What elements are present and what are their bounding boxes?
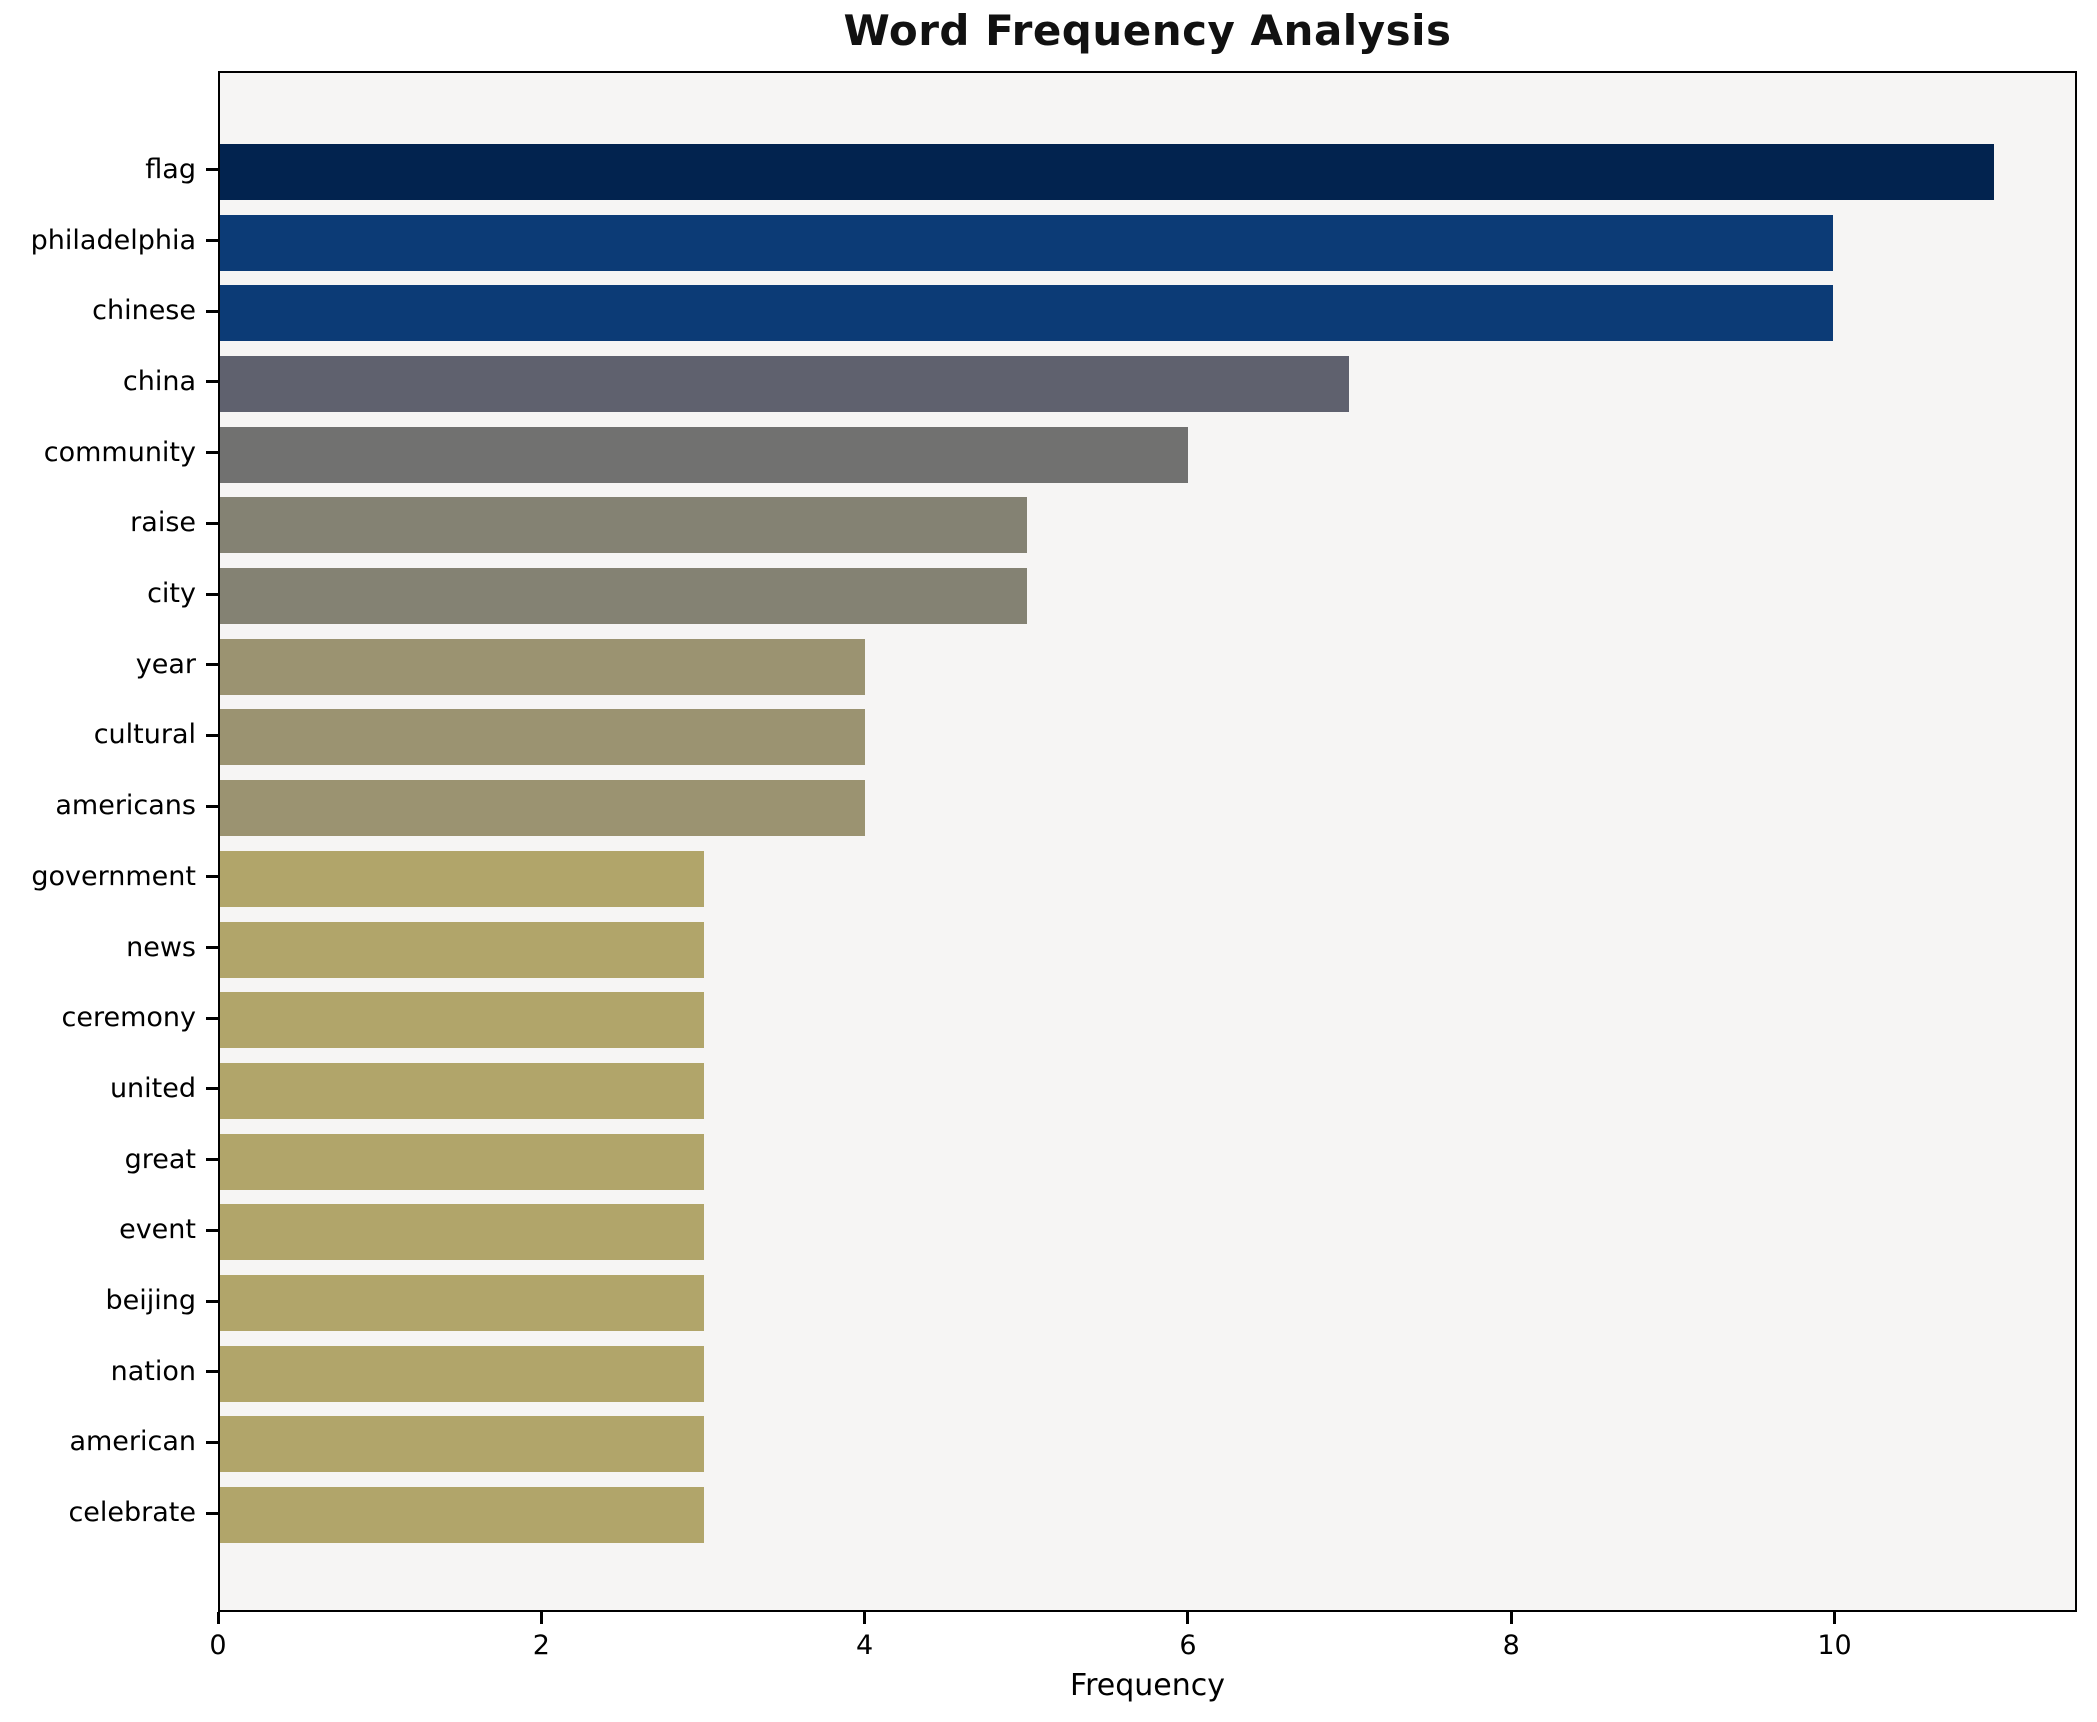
y-tick-label-americans: americans	[55, 790, 196, 822]
y-tick-label-cultural: cultural	[93, 719, 196, 751]
bar-beijing	[220, 1275, 704, 1332]
y-tick-label-philadelphia: philadelphia	[30, 224, 196, 256]
y-tick-mark	[206, 309, 218, 313]
y-tick-label-china: china	[122, 365, 196, 397]
bar-raise	[220, 497, 1027, 554]
x-tick-label-10: 10	[1817, 1630, 1852, 1661]
y-tick-mark	[206, 1511, 218, 1515]
bar-ceremony	[220, 992, 704, 1049]
x-tick-mark	[1509, 1612, 1513, 1624]
y-tick-mark	[206, 1158, 218, 1162]
bar-chinese	[220, 285, 1834, 342]
bar-flag	[220, 143, 1995, 200]
x-tick-label-4: 4	[856, 1630, 874, 1661]
y-tick-mark	[206, 451, 218, 455]
y-tick-mark	[206, 521, 218, 525]
y-tick-label-chinese: chinese	[92, 295, 196, 327]
x-tick-label-0: 0	[209, 1630, 227, 1661]
y-tick-mark	[206, 1370, 218, 1374]
y-tick-label-great: great	[124, 1143, 196, 1175]
bar-nation	[220, 1345, 704, 1402]
bar-celebrate	[220, 1487, 704, 1544]
x-tick-mark	[539, 1612, 543, 1624]
y-tick-mark	[206, 663, 218, 667]
y-tick-mark	[206, 592, 218, 596]
y-tick-label-united: united	[109, 1072, 196, 1104]
y-tick-label-flag: flag	[145, 153, 196, 185]
y-tick-mark	[206, 875, 218, 879]
bar-philadelphia	[220, 214, 1834, 271]
y-tick-label-celebrate: celebrate	[68, 1497, 196, 1529]
y-tick-mark	[206, 733, 218, 737]
y-tick-mark	[206, 1228, 218, 1232]
bar-news	[220, 921, 704, 978]
y-tick-label-nation: nation	[110, 1355, 196, 1387]
y-tick-label-government: government	[31, 860, 196, 892]
x-tick-mark	[216, 1612, 220, 1624]
x-axis-title: Frequency	[1070, 1668, 1225, 1703]
y-tick-mark	[206, 168, 218, 172]
y-tick-mark	[206, 804, 218, 808]
bar-united	[220, 1062, 704, 1119]
y-tick-mark	[206, 1440, 218, 1444]
x-tick-mark	[1186, 1612, 1190, 1624]
bar-year	[220, 638, 866, 695]
bar-americans	[220, 780, 866, 837]
bar-cultural	[220, 709, 866, 766]
y-tick-label-year: year	[135, 648, 196, 680]
y-tick-mark	[206, 1299, 218, 1303]
chart-title: Word Frequency Analysis	[843, 6, 1452, 55]
y-tick-label-american: american	[69, 1426, 196, 1458]
x-tick-mark	[1833, 1612, 1837, 1624]
y-tick-label-community: community	[43, 436, 196, 468]
y-tick-label-news: news	[126, 931, 196, 963]
y-tick-mark	[206, 239, 218, 243]
y-tick-label-raise: raise	[130, 507, 196, 539]
bar-american	[220, 1416, 704, 1473]
bar-government	[220, 850, 704, 907]
y-tick-label-ceremony: ceremony	[61, 1002, 197, 1034]
bar-community	[220, 426, 1188, 483]
y-tick-label-event: event	[119, 1214, 196, 1246]
bar-city	[220, 568, 1027, 625]
x-tick-label-8: 8	[1502, 1630, 1520, 1661]
plot-area	[218, 71, 2077, 1612]
y-tick-mark	[206, 1016, 218, 1020]
y-tick-label-city: city	[147, 578, 196, 610]
bar-great	[220, 1133, 704, 1190]
bar-event	[220, 1204, 704, 1261]
x-tick-mark	[863, 1612, 867, 1624]
y-tick-label-beijing: beijing	[105, 1285, 196, 1317]
x-tick-label-6: 6	[1179, 1630, 1197, 1661]
y-tick-mark	[206, 380, 218, 384]
y-tick-mark	[206, 1087, 218, 1091]
y-tick-mark	[206, 946, 218, 950]
bar-china	[220, 355, 1350, 412]
x-tick-label-2: 2	[532, 1630, 550, 1661]
